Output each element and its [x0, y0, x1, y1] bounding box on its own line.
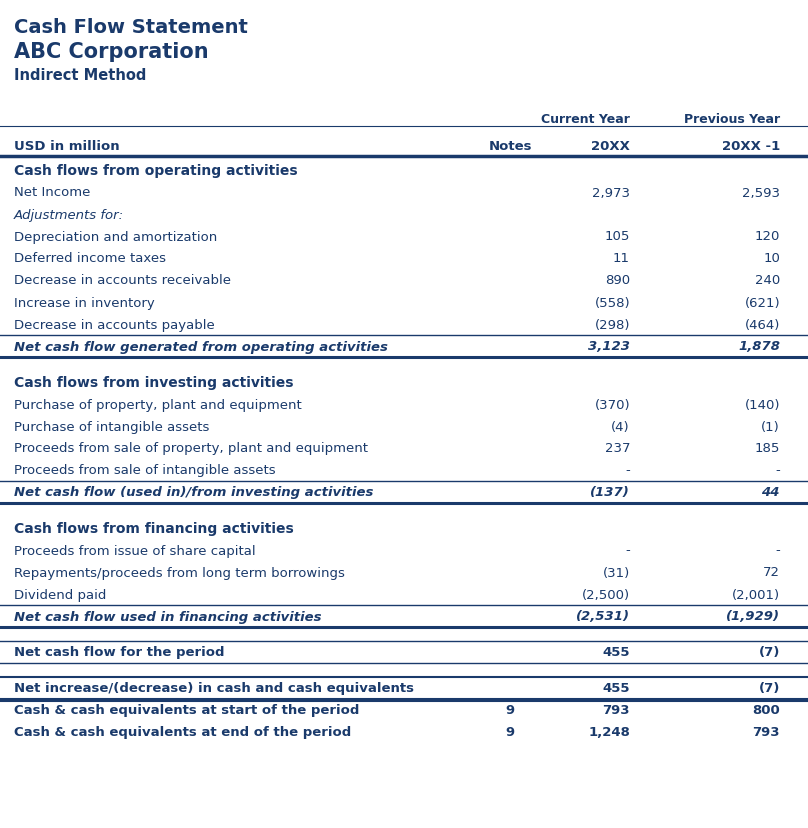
Text: 800: 800: [752, 704, 780, 717]
Text: 44: 44: [761, 486, 780, 499]
Text: (31): (31): [603, 566, 630, 579]
Text: Purchase of property, plant and equipment: Purchase of property, plant and equipmen…: [14, 398, 301, 411]
Text: (140): (140): [744, 398, 780, 411]
Text: 9: 9: [506, 725, 515, 739]
Text: Adjustments for:: Adjustments for:: [14, 209, 124, 221]
Text: Cash & cash equivalents at end of the period: Cash & cash equivalents at end of the pe…: [14, 725, 351, 739]
Text: (464): (464): [745, 318, 780, 331]
Text: 120: 120: [755, 230, 780, 243]
Text: Net cash flow used in financing activities: Net cash flow used in financing activiti…: [14, 609, 322, 623]
Text: Cash Flow Statement: Cash Flow Statement: [14, 18, 248, 37]
Text: 793: 793: [752, 725, 780, 739]
Text: (137): (137): [591, 486, 630, 499]
Text: 455: 455: [603, 646, 630, 659]
Text: 2,593: 2,593: [742, 186, 780, 200]
Text: 237: 237: [604, 442, 630, 455]
Text: -: -: [625, 544, 630, 556]
Text: Increase in inventory: Increase in inventory: [14, 296, 155, 309]
Text: (7): (7): [759, 681, 780, 695]
Text: Cash flows from operating activities: Cash flows from operating activities: [14, 164, 297, 178]
Text: Depreciation and amortization: Depreciation and amortization: [14, 230, 217, 243]
Text: Net increase/(decrease) in cash and cash equivalents: Net increase/(decrease) in cash and cash…: [14, 681, 414, 695]
Text: Proceeds from issue of share capital: Proceeds from issue of share capital: [14, 544, 255, 556]
Text: -: -: [625, 464, 630, 477]
Text: 20XX: 20XX: [591, 140, 630, 153]
Text: (7): (7): [759, 646, 780, 659]
Text: Deferred income taxes: Deferred income taxes: [14, 253, 166, 265]
Text: Cash & cash equivalents at start of the period: Cash & cash equivalents at start of the …: [14, 704, 360, 717]
Text: Current Year: Current Year: [541, 113, 630, 126]
Text: -: -: [775, 544, 780, 556]
Text: 793: 793: [603, 704, 630, 717]
Text: (4): (4): [612, 420, 630, 433]
Text: (2,531): (2,531): [576, 609, 630, 623]
Text: 240: 240: [755, 274, 780, 287]
Text: (621): (621): [744, 296, 780, 309]
Text: USD in million: USD in million: [14, 140, 120, 153]
Text: Indirect Method: Indirect Method: [14, 68, 146, 83]
Text: Decrease in accounts payable: Decrease in accounts payable: [14, 318, 215, 331]
Text: (298): (298): [595, 318, 630, 331]
Text: Purchase of intangible assets: Purchase of intangible assets: [14, 420, 209, 433]
Text: 890: 890: [605, 274, 630, 287]
Text: 105: 105: [604, 230, 630, 243]
Text: 20XX -1: 20XX -1: [722, 140, 780, 153]
Text: (370): (370): [595, 398, 630, 411]
Text: (1,929): (1,929): [726, 609, 780, 623]
Text: -: -: [775, 464, 780, 477]
Text: Previous Year: Previous Year: [684, 113, 780, 126]
Text: 1,248: 1,248: [588, 725, 630, 739]
Text: (1): (1): [761, 420, 780, 433]
Text: (2,500): (2,500): [582, 588, 630, 601]
Text: Proceeds from sale of property, plant and equipment: Proceeds from sale of property, plant an…: [14, 442, 368, 455]
Text: Net cash flow generated from operating activities: Net cash flow generated from operating a…: [14, 340, 388, 353]
Text: 10: 10: [763, 253, 780, 265]
Text: 455: 455: [603, 681, 630, 695]
Text: 1,878: 1,878: [738, 340, 780, 353]
Text: Cash flows from investing activities: Cash flows from investing activities: [14, 376, 293, 389]
Text: 72: 72: [763, 566, 780, 579]
Text: Proceeds from sale of intangible assets: Proceeds from sale of intangible assets: [14, 464, 276, 477]
Text: 185: 185: [755, 442, 780, 455]
Text: (558): (558): [595, 296, 630, 309]
Text: Net cash flow (used in)/from investing activities: Net cash flow (used in)/from investing a…: [14, 486, 373, 499]
Text: Repayments/proceeds from long term borrowings: Repayments/proceeds from long term borro…: [14, 566, 345, 579]
Text: Cash flows from financing activities: Cash flows from financing activities: [14, 522, 294, 536]
Text: (2,001): (2,001): [732, 588, 780, 601]
Text: Dividend paid: Dividend paid: [14, 588, 107, 601]
Text: 11: 11: [613, 253, 630, 265]
Text: 2,973: 2,973: [592, 186, 630, 200]
Text: ABC Corporation: ABC Corporation: [14, 42, 208, 62]
Text: Decrease in accounts receivable: Decrease in accounts receivable: [14, 274, 231, 287]
Text: Net Income: Net Income: [14, 186, 90, 200]
Text: Net cash flow for the period: Net cash flow for the period: [14, 646, 225, 659]
Text: 3,123: 3,123: [588, 340, 630, 353]
Text: 9: 9: [506, 704, 515, 717]
Text: Notes: Notes: [488, 140, 532, 153]
